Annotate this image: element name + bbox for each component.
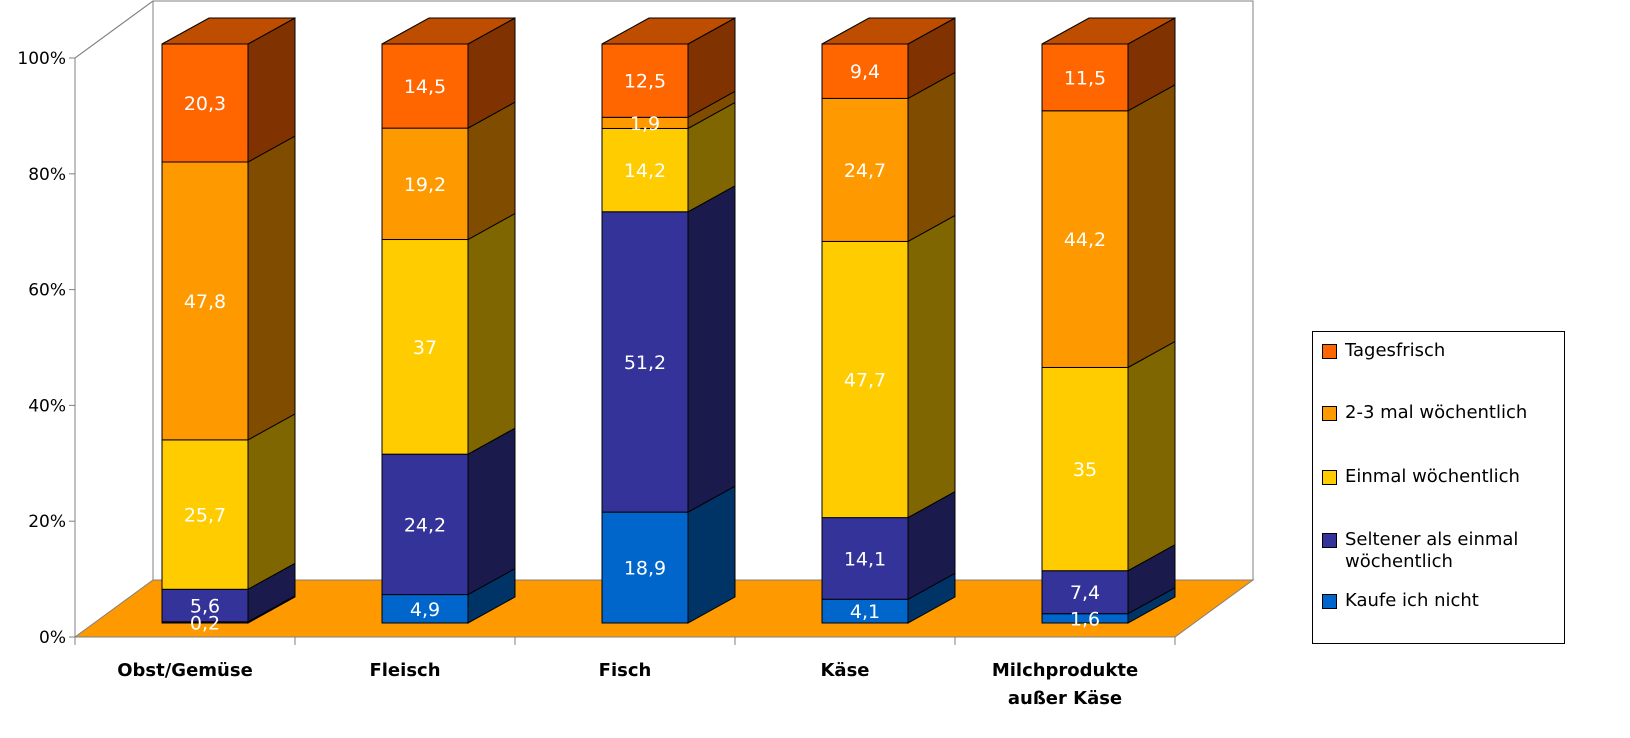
legend-swatch — [1322, 344, 1337, 359]
data-label: 4,9 — [410, 599, 440, 621]
legend-item-einmal: Einmal wöchentlich — [1322, 466, 1555, 488]
bar-segment-side — [467, 427, 516, 596]
bar-top-face — [1041, 17, 1176, 45]
bar-top-face — [381, 17, 516, 45]
y-tick-label: 20% — [28, 512, 66, 532]
legend-label: 2-3 mal wöchentlich — [1345, 402, 1528, 423]
bar-segment — [381, 594, 469, 624]
bar-top-face — [161, 17, 296, 45]
bar-segment-side — [1127, 340, 1176, 572]
data-label: 44,2 — [1064, 229, 1106, 251]
bar-segment — [601, 127, 689, 213]
legend-label: Seltener als einmal wöchentlich — [1345, 529, 1519, 572]
bar-segment — [381, 43, 469, 129]
y-axis-top-edge — [74, 0, 154, 59]
data-label: 47,8 — [184, 291, 226, 313]
bar-segment-side — [247, 413, 296, 591]
x-tick-label: außer Käse — [1008, 688, 1122, 709]
data-label: 24,2 — [404, 514, 446, 536]
legend-swatch — [1322, 533, 1337, 548]
data-label: 4,1 — [850, 601, 880, 623]
data-label: 20,3 — [184, 93, 226, 115]
data-label: 19,2 — [404, 174, 446, 196]
y-tick-label: 100% — [17, 49, 66, 69]
bar-top-face — [821, 17, 956, 45]
bar-segment-side — [247, 135, 296, 441]
data-label: 0,2 — [190, 612, 220, 634]
x-tick-label: Käse — [820, 660, 869, 681]
bar-segment — [381, 453, 469, 596]
data-label: 9,4 — [850, 61, 880, 83]
bar-segment-side — [907, 71, 956, 243]
data-label: 14,5 — [404, 76, 446, 98]
legend-swatch — [1322, 470, 1337, 485]
legend-swatch — [1322, 594, 1337, 609]
legend-label: Kaufe ich nicht — [1345, 590, 1479, 611]
data-label: 25,7 — [184, 505, 226, 527]
bar-segment — [381, 127, 469, 241]
legend-swatch — [1322, 406, 1337, 421]
legend-label: Tagesfrisch — [1345, 340, 1446, 361]
data-label: 5,6 — [190, 596, 220, 618]
bar-top-face — [601, 17, 736, 45]
x-tick-label: Fisch — [599, 660, 652, 681]
bar-segment — [1041, 43, 1129, 112]
data-label: 14,2 — [624, 160, 666, 182]
data-label: 7,4 — [1070, 582, 1100, 604]
data-label: 24,7 — [844, 160, 886, 182]
data-label: 35 — [1073, 459, 1097, 481]
data-label: 14,1 — [844, 548, 886, 570]
bar-segment-side — [907, 214, 956, 519]
bar-segment — [601, 211, 689, 513]
bar-segment — [601, 511, 689, 624]
data-label: 18,9 — [624, 558, 666, 580]
legend-item-2-3-mal: 2-3 mal wöchentlich — [1322, 402, 1555, 424]
bar-segment — [161, 588, 249, 623]
y-tick-label: 0% — [39, 628, 66, 648]
bar-segment — [161, 439, 249, 590]
bar-segment — [161, 43, 249, 163]
bar-segment-side — [1127, 83, 1176, 369]
legend-item-seltener: Seltener als einmal wöchentlich — [1322, 529, 1555, 573]
y-tick-label: 80% — [28, 165, 66, 185]
y-tick-label: 40% — [28, 396, 66, 416]
legend-item-tagesfrisch: Tagesfrisch — [1322, 340, 1555, 362]
bar-segment — [821, 97, 909, 242]
x-tick-label: Fleisch — [369, 660, 440, 681]
bar-segment — [1041, 366, 1129, 572]
bar-segment-side — [467, 212, 516, 456]
bar-segment — [1041, 110, 1129, 368]
legend-item-kaufe-nicht: Kaufe ich nicht — [1322, 590, 1555, 612]
bar-segment-side — [687, 184, 736, 513]
data-label: 51,2 — [624, 352, 666, 374]
bar-segment — [381, 239, 469, 455]
x-tick-label: Milchprodukte — [992, 660, 1138, 681]
chart-legend: Tagesfrisch 2-3 mal wöchentlich Einmal w… — [1312, 331, 1565, 644]
x-tick-label: Obst/Gemüse — [117, 660, 253, 681]
data-label: 47,7 — [844, 370, 886, 392]
y-tick-label: 60% — [28, 281, 66, 301]
bar-segment — [821, 517, 909, 600]
data-label: 12,5 — [624, 71, 666, 93]
legend-label: Einmal wöchentlich — [1345, 466, 1520, 487]
bar-segment — [821, 43, 909, 99]
data-label: 1,9 — [630, 113, 660, 135]
data-label: 11,5 — [1064, 67, 1106, 89]
data-label: 1,6 — [1070, 608, 1100, 630]
data-label: 37 — [413, 337, 437, 359]
bar-segment — [821, 240, 909, 519]
